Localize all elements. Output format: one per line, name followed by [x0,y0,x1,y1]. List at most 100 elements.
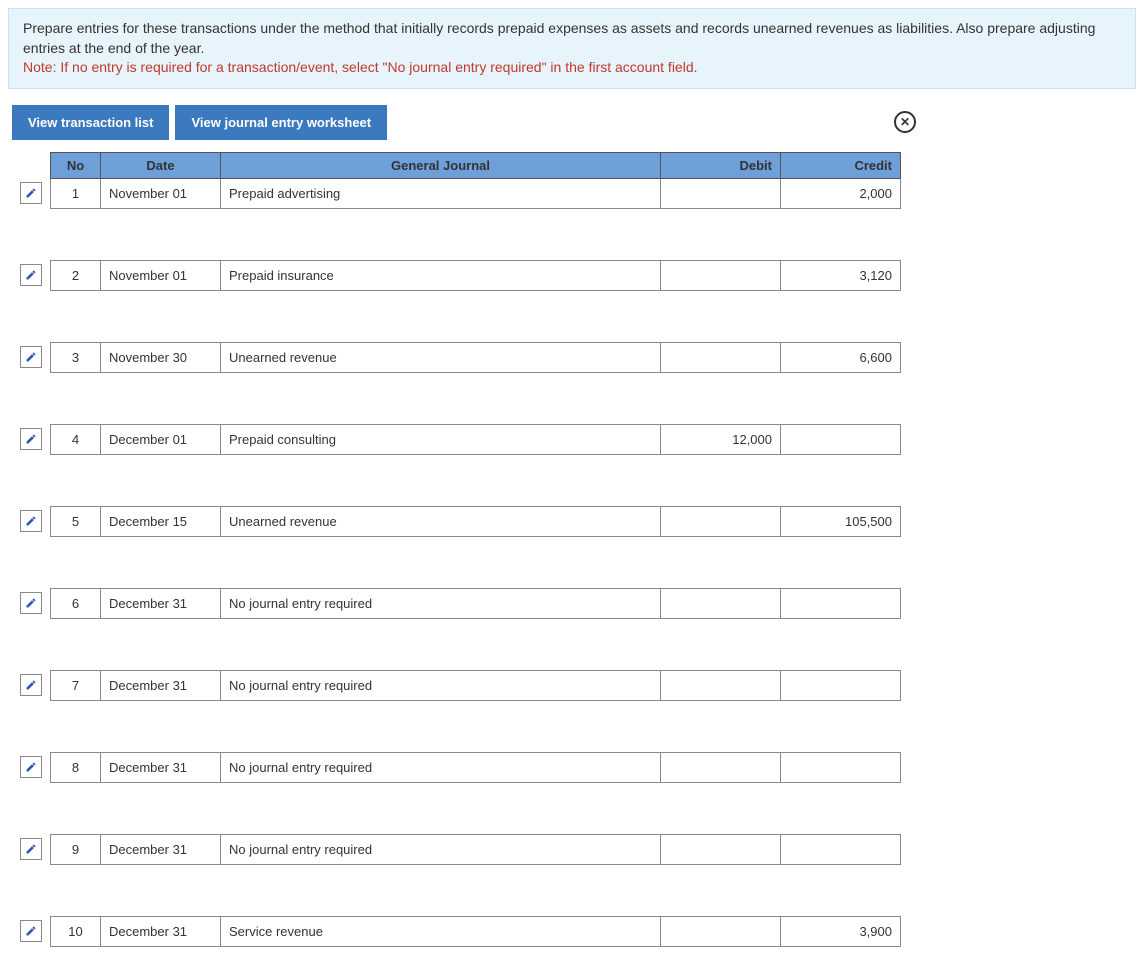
row-credit-blank[interactable] [781,208,901,234]
table-row: 8December 31No journal entry required [12,752,901,782]
row-debit[interactable] [661,506,781,536]
row-debit-blank[interactable] [661,782,781,808]
row-credit-blank[interactable] [781,536,901,562]
edit-row-button[interactable] [20,756,42,778]
row-debit[interactable] [661,834,781,864]
edit-row-button[interactable] [20,920,42,942]
row-credit-blank[interactable] [781,618,901,644]
edit-row-button[interactable] [20,346,42,368]
row-debit[interactable] [661,260,781,290]
table-row: 4December 01Prepaid consulting12,000 [12,424,901,454]
row-date: December 01 [101,424,221,454]
row-date: November 01 [101,178,221,208]
edit-row-button[interactable] [20,510,42,532]
edit-row-button[interactable] [20,838,42,860]
table-row: 2November 01Prepaid insurance3,120 [12,260,901,290]
row-credit-blank[interactable] [781,372,901,398]
row-credit[interactable]: 3,900 [781,916,901,946]
row-date: December 31 [101,834,221,864]
row-date: December 31 [101,588,221,618]
journal-table: No Date General Journal Debit Credit 1No… [12,152,901,973]
row-account-blank[interactable] [221,290,661,316]
instructions-panel: Prepare entries for these transactions u… [8,8,1136,89]
col-header-no: No [51,152,101,178]
journal-worksheet: No Date General Journal Debit Credit 1No… [8,152,1136,973]
edit-row-button[interactable] [20,182,42,204]
row-account[interactable]: Prepaid advertising [221,178,661,208]
row-account-blank[interactable] [221,372,661,398]
edit-row-button[interactable] [20,428,42,450]
row-date: December 31 [101,670,221,700]
row-account[interactable]: No journal entry required [221,834,661,864]
row-account[interactable]: No journal entry required [221,752,661,782]
row-credit-blank[interactable] [781,454,901,480]
row-account-blank[interactable] [221,208,661,234]
row-credit[interactable] [781,424,901,454]
row-credit-blank[interactable] [781,782,901,808]
row-date: December 15 [101,506,221,536]
row-credit[interactable]: 3,120 [781,260,901,290]
row-account-blank[interactable] [221,700,661,726]
row-debit[interactable] [661,670,781,700]
row-account-blank[interactable] [221,536,661,562]
note-text: If no entry is required for a transactio… [56,59,697,75]
row-debit-blank[interactable] [661,946,781,972]
row-debit[interactable] [661,178,781,208]
row-credit[interactable] [781,670,901,700]
row-no: 1 [51,178,101,208]
row-debit[interactable] [661,588,781,618]
view-journal-worksheet-button[interactable]: View journal entry worksheet [175,105,387,140]
edit-row-button[interactable] [20,592,42,614]
row-account-blank[interactable] [221,618,661,644]
row-account-blank[interactable] [221,946,661,972]
row-credit[interactable]: 2,000 [781,178,901,208]
row-credit[interactable] [781,752,901,782]
row-date: December 31 [101,752,221,782]
row-no: 10 [51,916,101,946]
row-account[interactable]: No journal entry required [221,588,661,618]
row-credit[interactable]: 6,600 [781,342,901,372]
row-account[interactable]: Unearned revenue [221,342,661,372]
table-row: 1November 01Prepaid advertising 2,000 [12,178,901,208]
row-debit[interactable] [661,342,781,372]
row-debit-blank[interactable] [661,454,781,480]
col-header-credit: Credit [781,152,901,178]
table-row: 5December 15Unearned revenue105,500 [12,506,901,536]
row-debit-blank[interactable] [661,700,781,726]
row-debit-blank[interactable] [661,864,781,890]
edit-row-button[interactable] [20,674,42,696]
row-credit[interactable] [781,588,901,618]
row-account-blank[interactable] [221,864,661,890]
row-debit[interactable]: 12,000 [661,424,781,454]
row-credit-blank[interactable] [781,700,901,726]
table-row: 6December 31No journal entry required [12,588,901,618]
row-account[interactable]: Service revenue [221,916,661,946]
row-account[interactable]: Prepaid insurance [221,260,661,290]
row-date: December 31 [101,916,221,946]
row-debit-blank[interactable] [661,536,781,562]
row-credit[interactable] [781,834,901,864]
col-header-journal: General Journal [221,152,661,178]
row-debit-blank[interactable] [661,208,781,234]
row-debit[interactable] [661,752,781,782]
row-credit-blank[interactable] [781,290,901,316]
row-account[interactable]: Prepaid consulting [221,424,661,454]
row-account-blank[interactable] [221,782,661,808]
row-debit-blank[interactable] [661,618,781,644]
row-debit-blank[interactable] [661,290,781,316]
row-no: 6 [51,588,101,618]
view-transaction-list-button[interactable]: View transaction list [12,105,169,140]
row-account[interactable]: Unearned revenue [221,506,661,536]
row-account-blank[interactable] [221,454,661,480]
row-debit-blank[interactable] [661,372,781,398]
row-account[interactable]: No journal entry required [221,670,661,700]
col-header-date: Date [101,152,221,178]
row-credit-blank[interactable] [781,946,901,972]
row-credit[interactable]: 105,500 [781,506,901,536]
row-debit[interactable] [661,916,781,946]
row-credit-blank[interactable] [781,864,901,890]
table-row: 10December 31Service revenue 3,900 [12,916,901,946]
close-icon[interactable]: ✕ [894,111,916,133]
note-label: Note: [23,59,56,75]
edit-row-button[interactable] [20,264,42,286]
